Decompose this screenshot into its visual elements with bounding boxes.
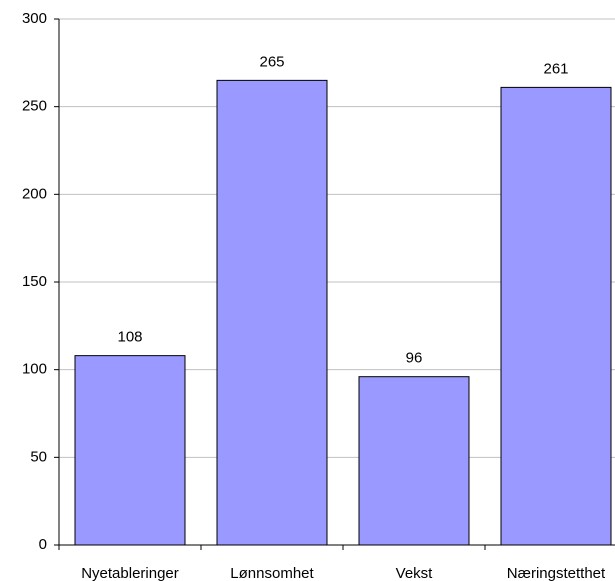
data-label: 96 <box>406 350 423 367</box>
bar <box>74 355 186 546</box>
x-tick-label: Nyetableringer <box>81 565 179 581</box>
y-tick-label: 0 <box>39 536 47 553</box>
bar <box>216 79 328 546</box>
data-label: 265 <box>259 53 284 70</box>
data-label: 261 <box>543 60 568 77</box>
x-tick-label: Næringstetthet <box>507 565 606 581</box>
y-tick-label: 200 <box>22 185 47 202</box>
y-tick-label: 250 <box>22 98 47 115</box>
y-tick-label: 150 <box>22 273 47 290</box>
y-tick-label: 300 <box>22 10 47 27</box>
x-tick-label: Vekst <box>396 565 434 581</box>
bar <box>358 376 470 546</box>
x-tick-label: Lønnsomhet <box>230 565 314 581</box>
y-tick-label: 50 <box>30 448 47 465</box>
y-tick-label: 100 <box>22 361 47 378</box>
data-label: 108 <box>117 329 142 346</box>
bar <box>500 86 612 546</box>
